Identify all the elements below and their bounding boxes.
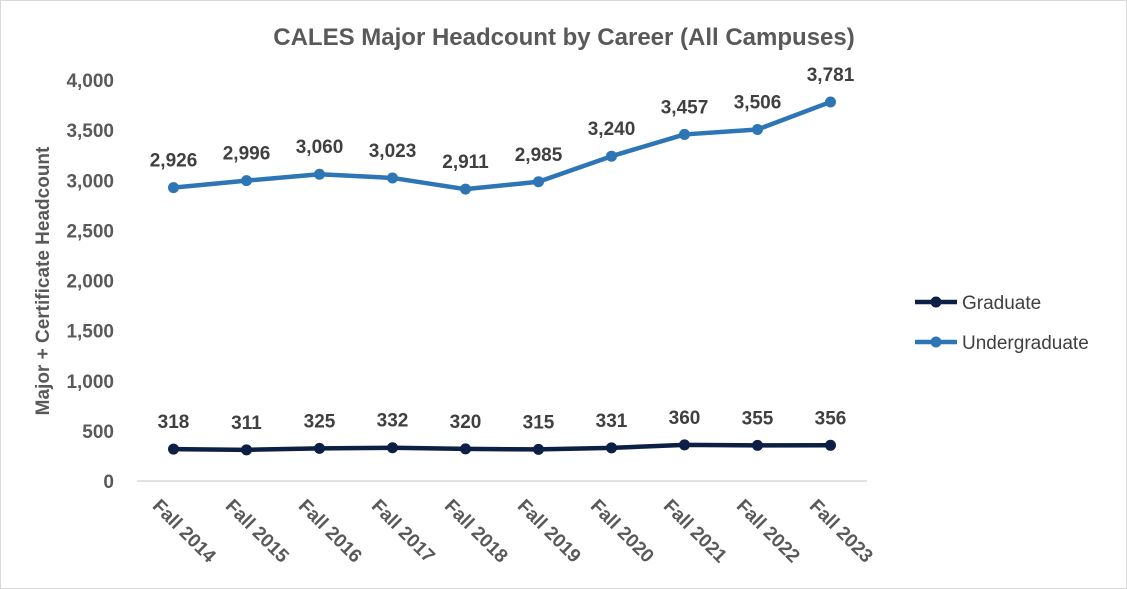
data-label-undergraduate: 3,060 — [296, 137, 344, 158]
data-point-undergraduate — [314, 168, 325, 180]
x-tick-label: Fall 2015 — [221, 496, 293, 568]
x-tick-label: Fall 2021 — [659, 496, 731, 568]
x-tick-label: Fall 2014 — [148, 496, 220, 568]
data-point-graduate — [752, 439, 763, 451]
x-tick-label: Fall 2020 — [586, 496, 658, 568]
data-label-undergraduate: 3,781 — [807, 65, 855, 86]
x-tick-label: Fall 2018 — [440, 496, 512, 568]
data-point-undergraduate — [606, 150, 617, 162]
data-label-graduate: 318 — [158, 412, 190, 433]
y-tick-label: 2,000 — [66, 272, 114, 293]
series-layer: 318 311 325 332 320 315 331 360 355 356 2,926 2,996… — [150, 65, 855, 456]
data-point-undergraduate — [679, 128, 690, 140]
data-label-undergraduate: 2,996 — [223, 144, 271, 165]
data-point-undergraduate — [241, 175, 252, 187]
data-point-graduate — [679, 439, 690, 451]
data-label-graduate: 331 — [596, 411, 628, 432]
data-point-graduate — [387, 442, 398, 454]
x-tick-label: Fall 2016 — [294, 496, 366, 568]
y-tick-label: 500 — [82, 422, 114, 443]
data-point-undergraduate — [752, 124, 763, 136]
legend-label-graduate: Graduate — [962, 293, 1041, 314]
legend-marker-undergraduate — [930, 336, 942, 348]
data-point-graduate — [460, 443, 471, 455]
data-label-undergraduate: 2,985 — [515, 145, 563, 166]
data-point-undergraduate — [387, 172, 398, 184]
data-point-graduate — [533, 443, 544, 455]
chart-title: CALES Major Headcount by Career (All Cam… — [273, 24, 854, 51]
data-label-graduate: 320 — [450, 412, 482, 433]
legend-marker-graduate — [930, 296, 942, 308]
data-label-graduate: 356 — [815, 408, 847, 429]
data-point-graduate — [168, 443, 179, 455]
data-label-undergraduate: 3,023 — [369, 141, 417, 162]
legend: Graduate Undergraduate — [915, 293, 1089, 354]
y-tick-label: 1,500 — [66, 322, 114, 343]
y-tick-label: 2,500 — [66, 221, 114, 242]
series-line-graduate — [171, 442, 833, 453]
y-tick-label: 4,000 — [66, 71, 114, 92]
series-undergraduate: 2,926 2,996 3,060 3,023 2,911 2,985 3,240 3,457… — [150, 65, 855, 195]
y-tick-label: 1,000 — [66, 372, 114, 393]
data-label-graduate: 315 — [523, 412, 555, 433]
data-label-undergraduate: 2,911 — [442, 152, 489, 173]
data-point-graduate — [606, 442, 617, 454]
series-graduate: 318 311 325 332 320 315 331 360 355 356 — [158, 408, 847, 456]
y-axis-title: Major + Certificate Headcount — [33, 146, 54, 415]
data-label-undergraduate: 2,926 — [150, 151, 198, 172]
x-tick-label: Fall 2022 — [732, 496, 804, 568]
data-point-undergraduate — [460, 183, 471, 195]
data-point-graduate — [825, 439, 836, 451]
legend-label-undergraduate: Undergraduate — [962, 333, 1089, 354]
y-tick-label: 3,500 — [66, 121, 114, 142]
data-label-graduate: 332 — [377, 411, 409, 432]
data-label-graduate: 355 — [742, 408, 774, 429]
x-tick-label: Fall 2017 — [367, 496, 439, 568]
data-point-undergraduate — [825, 96, 836, 108]
data-label-graduate: 311 — [231, 413, 262, 434]
data-point-graduate — [314, 442, 325, 454]
data-label-graduate: 360 — [669, 408, 701, 429]
data-point-graduate — [241, 444, 252, 456]
data-label-undergraduate: 3,457 — [661, 97, 709, 118]
data-point-undergraduate — [168, 182, 179, 194]
x-axis-ticks: Fall 2014 Fall 2015 Fall 2016 Fall 2017 Fall… — [148, 496, 877, 568]
y-axis-ticks: 0 500 1,000 1,500 2,000 2,500 3,000 3,500 4,000 — [66, 71, 114, 493]
x-tick-label: Fall 2023 — [805, 496, 877, 568]
y-tick-label: 0 — [103, 472, 114, 493]
x-tick-label: Fall 2019 — [513, 496, 585, 568]
data-label-undergraduate: 3,506 — [734, 93, 782, 114]
data-point-undergraduate — [533, 176, 544, 188]
data-label-undergraduate: 3,240 — [588, 119, 636, 140]
y-tick-label: 3,000 — [66, 171, 114, 192]
data-label-graduate: 325 — [304, 411, 336, 432]
series-line-undergraduate — [171, 99, 833, 192]
